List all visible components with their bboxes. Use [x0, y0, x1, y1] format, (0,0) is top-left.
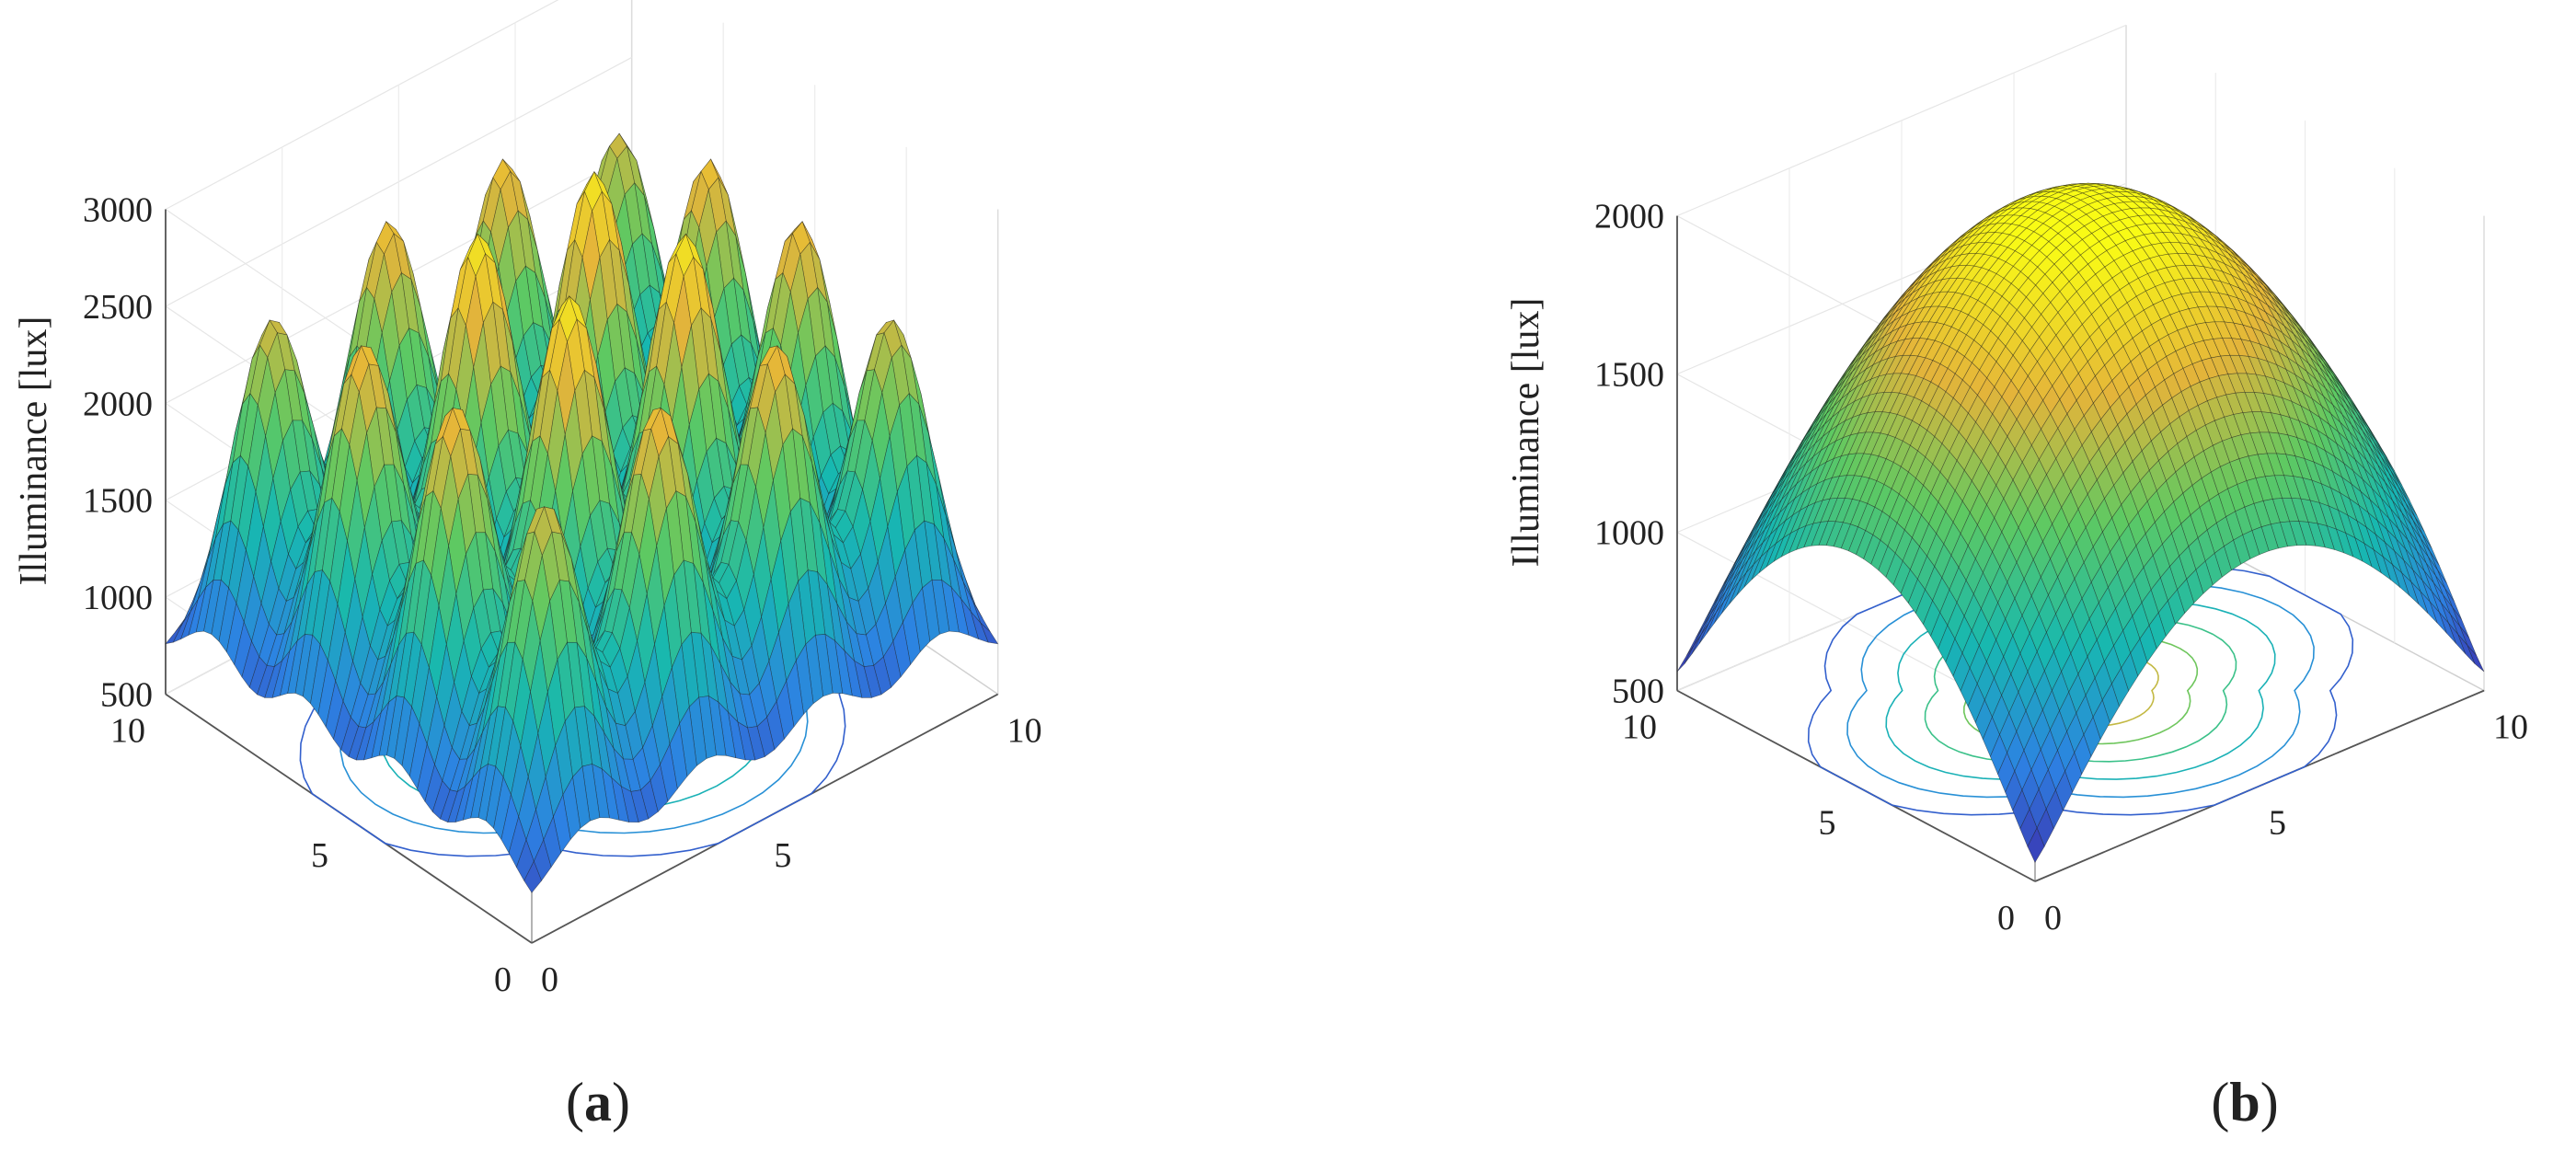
y-tick-label: 0 — [1997, 899, 2015, 937]
x-tick-label: 10 — [2493, 708, 2528, 747]
x-tick-label: 5 — [774, 836, 791, 875]
chart-a: 500 1000 1500 2000 2500 3000 0 5 10 0 5 10 Illumina… — [13, 0, 1042, 1133]
panel-label-b: (b) — [2211, 1072, 2278, 1133]
surface-b — [1676, 182, 2485, 864]
tick-labels-a: 500 1000 1500 2000 2500 3000 0 5 10 0 5 10 — [83, 191, 1042, 999]
z-tick-label: 500 — [1612, 673, 1664, 711]
chart-b: 500 1000 1500 2000 0 5 10 0 5 10 Illuminance [lux… — [1505, 24, 2528, 1133]
z-axis-label-b: Illuminance [lux] — [1505, 298, 1547, 568]
y-tick-label: 5 — [1819, 803, 1836, 842]
z-tick-label: 500 — [100, 676, 153, 715]
z-tick-label: 2000 — [1594, 198, 1664, 236]
surface-patch — [1684, 634, 1702, 664]
z-tick-label: 1500 — [1594, 356, 1664, 395]
z-tick-label: 2000 — [83, 385, 153, 423]
z-tick-label: 1500 — [83, 482, 153, 521]
z-tick-label: 1000 — [1594, 514, 1664, 553]
z-tick-label: 3000 — [83, 191, 153, 230]
surface-a — [165, 132, 999, 893]
surface-patch — [1691, 623, 1709, 654]
x-tick-label: 0 — [2044, 899, 2062, 937]
y-tick-label: 5 — [311, 836, 328, 875]
y-tick-label: 10 — [1622, 708, 1657, 747]
x-tick-label: 10 — [1007, 712, 1042, 751]
z-axis-label-a: Illuminance [lux] — [13, 316, 55, 586]
z-tick-label: 1000 — [83, 579, 153, 617]
surface-patch — [523, 860, 542, 893]
x-tick-label: 0 — [541, 960, 558, 999]
y-tick-label: 0 — [494, 960, 512, 999]
surface-patch — [1676, 645, 1695, 673]
y-tick-label: 10 — [110, 712, 145, 751]
panel-label-a: (a) — [566, 1072, 630, 1133]
z-tick-label: 2500 — [83, 288, 153, 327]
x-tick-label: 5 — [2269, 803, 2286, 842]
